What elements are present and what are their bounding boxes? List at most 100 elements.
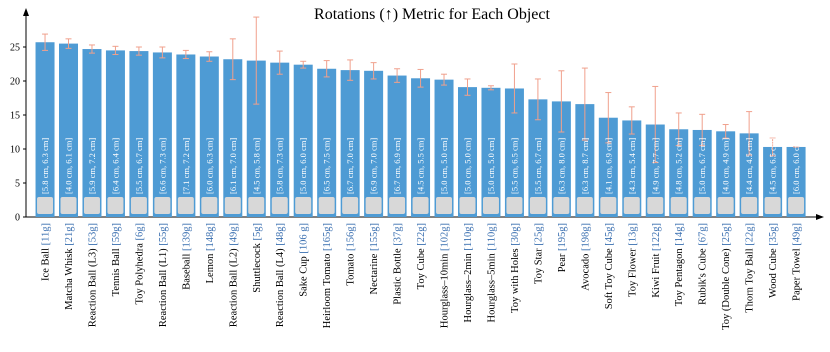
x-tick-label: Hourglass–2min [110g] — [463, 223, 474, 322]
x-tick-label: Heirloom Tomato [165g] — [322, 223, 333, 328]
bar — [340, 70, 360, 218]
object-thumbnail — [177, 197, 194, 214]
size-label: [5.5 cm, 6.7 cm] — [134, 138, 144, 194]
weight-label: [49g] — [228, 223, 239, 246]
object-thumbnail — [436, 197, 453, 214]
bar — [739, 133, 759, 217]
bar — [59, 43, 79, 217]
x-tick-label: Toy Flower [13g] — [627, 223, 638, 297]
object-thumbnail — [318, 197, 335, 214]
category-name: Wood Cube — [768, 248, 779, 298]
object-thumbnail — [365, 197, 382, 214]
y-tick-label: 20 — [10, 77, 20, 88]
size-label: [6.1 cm, 7.0 cm] — [228, 138, 238, 194]
size-label: [4.5 cm, 5.5 cm] — [416, 138, 426, 194]
object-thumbnail — [764, 197, 781, 214]
category-name: Avocado — [580, 254, 591, 291]
x-tick-label: Toy Cube [22g] — [416, 223, 427, 289]
category-name: Toy Polyhedra — [134, 243, 145, 305]
x-tick-label: Toy with Holes [30g] — [510, 223, 521, 313]
x-tick-label: Plastic Bottle [37g] — [393, 223, 404, 305]
bar — [317, 68, 337, 217]
bar — [293, 64, 313, 218]
size-label: [4.0 cm, 4.9 cm] — [721, 138, 731, 194]
weight-label: [22g] — [745, 223, 756, 246]
x-tick-label: Reaction Ball (L4) [48g] — [275, 223, 286, 327]
bar — [364, 70, 384, 217]
x-tick-label: Nectarine [155g] — [369, 223, 380, 294]
x-tick-label: Reaction Ball (L1) [55g] — [158, 223, 169, 327]
weight-label: [59g] — [111, 223, 122, 246]
weight-label: [49g] — [792, 223, 803, 246]
category-name: Pear — [557, 253, 568, 272]
weight-label: [22g] — [416, 223, 427, 246]
object-thumbnail — [224, 197, 241, 214]
weight-label: [14g] — [674, 223, 685, 246]
category-name: Toy Cube — [416, 248, 427, 289]
x-tick-label: Paper Towel [49g] — [792, 223, 803, 301]
size-label: [7.1 cm, 7.2 cm] — [181, 138, 191, 194]
category-name: Toy Flower — [627, 248, 638, 297]
bar — [645, 124, 665, 217]
x-tick-label: Toy Pentagon [14g] — [674, 223, 685, 306]
weight-label: [155g] — [369, 223, 380, 251]
category-name: Reaction Ball (L4) — [275, 248, 286, 327]
bar — [434, 79, 454, 217]
object-thumbnail — [623, 197, 640, 214]
bar — [199, 56, 219, 217]
object-thumbnail — [670, 197, 687, 214]
bar — [716, 131, 736, 217]
x-tick-label: Kiwi Fruit [122g] — [651, 223, 662, 298]
y-tick-label: 15 — [10, 111, 20, 122]
weight-label: [102g] — [440, 223, 451, 251]
weight-label: [37g] — [393, 223, 404, 246]
object-thumbnail — [37, 197, 54, 214]
bar — [82, 49, 102, 217]
size-label: [6.0 cm, 6.3 cm] — [204, 138, 214, 194]
bar — [387, 75, 407, 217]
category-name: Matcha Whisk — [64, 248, 75, 310]
y-arrow — [23, 8, 29, 16]
object-thumbnail — [459, 197, 476, 214]
bar — [692, 129, 712, 217]
category-name: Plastic Bottle — [393, 248, 404, 305]
y-tick-label: 25 — [10, 43, 20, 54]
size-label: [5.8 cm, 7.3 cm] — [275, 138, 285, 194]
weight-label: [122g] — [651, 223, 662, 251]
category-name: Sake Cup — [299, 256, 310, 297]
size-label: [5.5 cm, 6.7 cm] — [533, 138, 543, 194]
object-thumbnail — [295, 197, 312, 214]
chart-title: Rotations (↑) Metric for Each Object — [314, 6, 550, 23]
category-name: Hourglass–10min — [440, 253, 451, 328]
x-tick-label: Wood Cube [35g] — [768, 223, 779, 298]
category-name: Hourglass–5min — [486, 252, 497, 322]
size-label: [6.3 cm, 8.0 cm] — [556, 138, 566, 194]
weight-label: [53g] — [87, 223, 98, 246]
size-label: [6.7 cm, 7.0 cm] — [345, 138, 355, 194]
category-name: Reaction Ball (L3) — [87, 248, 98, 327]
bar — [105, 50, 125, 218]
bar — [598, 117, 618, 217]
bar — [504, 88, 524, 217]
weight-label: [195g] — [557, 223, 568, 251]
object-thumbnail — [412, 197, 429, 214]
category-name: Tennis Ball — [111, 248, 122, 296]
size-label: [6.0 cm, 6.0 cm] — [791, 138, 801, 194]
category-name: Toy (Double Cone) — [721, 248, 732, 330]
weight-label: [35g] — [768, 223, 779, 246]
category-name: Tomato — [346, 254, 357, 286]
size-label: [5.0 cm, 5.0 cm] — [439, 138, 449, 194]
weight-label: [55g] — [158, 223, 169, 246]
size-label: [4.9 cm, 7.7 cm] — [650, 138, 660, 194]
x-tick-label: Toy Polyhedra [6g] — [134, 223, 145, 305]
size-label: [6.4 cm, 6.4 cm] — [110, 138, 120, 194]
category-name: Reaction Ball (L1) — [158, 248, 169, 327]
category-name: Lemon — [205, 253, 216, 283]
object-thumbnail — [694, 197, 711, 214]
category-name: Kiwi Fruit — [651, 254, 662, 298]
x-tick-label: Reaction Ball (L2) [49g] — [228, 223, 239, 327]
weight-label: [139g] — [181, 223, 192, 251]
weight-label: [25g] — [533, 223, 544, 246]
weight-label: [21g] — [64, 223, 75, 246]
x-tick-label: Matcha Whisk [21g] — [64, 223, 75, 310]
